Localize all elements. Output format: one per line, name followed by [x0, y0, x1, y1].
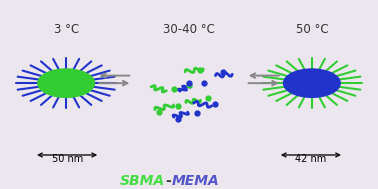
Text: 42 nm: 42 nm: [295, 154, 326, 164]
Text: 3 °C: 3 °C: [54, 23, 79, 36]
Text: SBMA: SBMA: [119, 174, 164, 188]
Circle shape: [284, 69, 340, 97]
Text: 50 nm: 50 nm: [52, 154, 83, 164]
Text: -: -: [166, 174, 171, 188]
Text: MEMA: MEMA: [172, 174, 220, 188]
Text: 50 °C: 50 °C: [296, 23, 328, 36]
Circle shape: [38, 69, 94, 97]
Text: 30-40 °C: 30-40 °C: [163, 23, 215, 36]
